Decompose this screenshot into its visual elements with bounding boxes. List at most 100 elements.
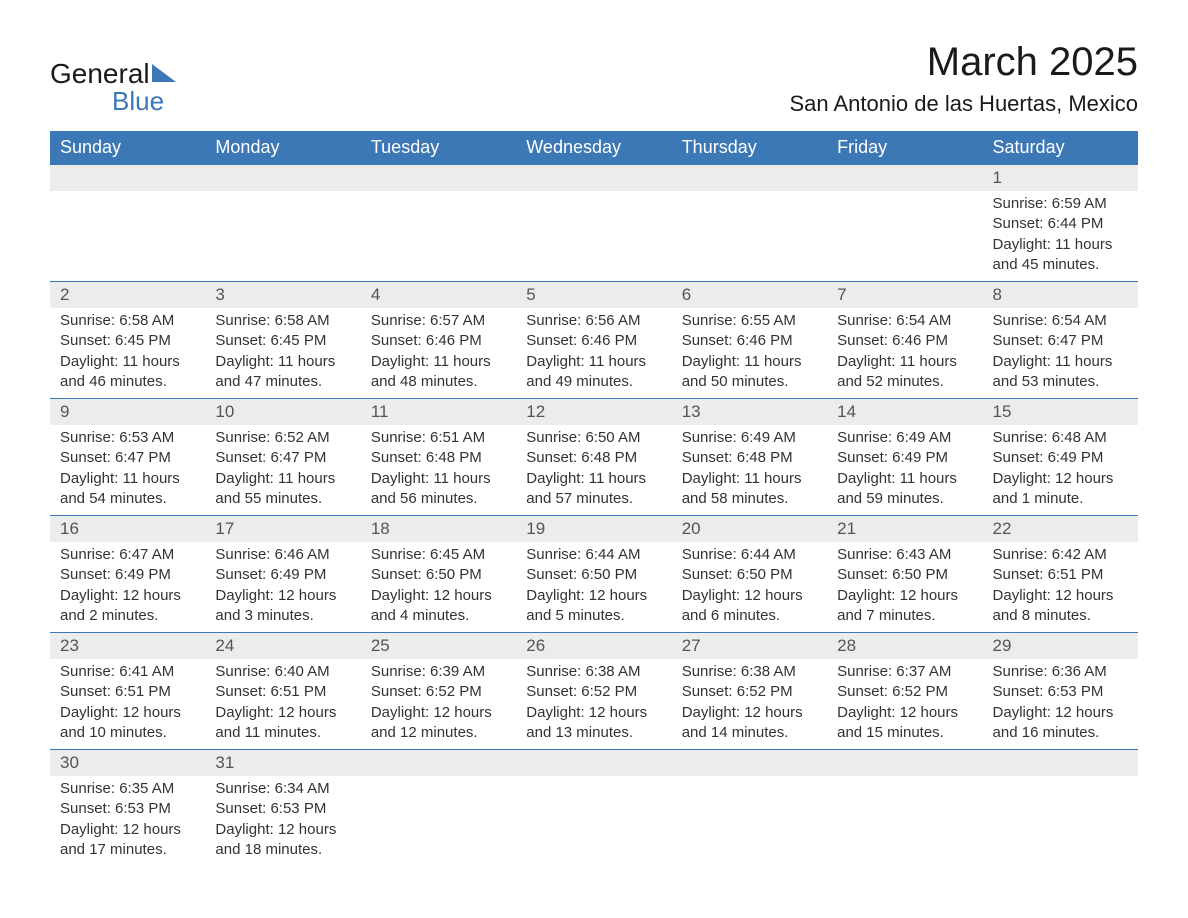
sunset-line: Sunset: 6:52 PM (371, 682, 506, 702)
day-data (361, 776, 516, 785)
calendar-cell: 6Sunrise: 6:55 AMSunset: 6:46 PMDaylight… (672, 282, 827, 399)
sunset-line: Sunset: 6:46 PM (371, 331, 506, 351)
daylight-line: Daylight: 12 hours and 2 minutes. (60, 586, 195, 627)
day-number: 26 (516, 633, 671, 659)
sunrise-line: Sunrise: 6:48 AM (993, 428, 1128, 448)
calendar-cell (516, 750, 671, 867)
daylight-line: Daylight: 12 hours and 12 minutes. (371, 703, 506, 744)
sunset-line: Sunset: 6:53 PM (60, 799, 195, 819)
calendar-cell: 24Sunrise: 6:40 AMSunset: 6:51 PMDayligh… (205, 633, 360, 750)
day-number: 2 (50, 282, 205, 308)
day-data: Sunrise: 6:51 AMSunset: 6:48 PMDaylight:… (361, 425, 516, 515)
day-data: Sunrise: 6:41 AMSunset: 6:51 PMDaylight:… (50, 659, 205, 749)
calendar-cell (827, 165, 982, 282)
sunrise-line: Sunrise: 6:41 AM (60, 662, 195, 682)
day-data: Sunrise: 6:40 AMSunset: 6:51 PMDaylight:… (205, 659, 360, 749)
day-number (672, 750, 827, 776)
sunrise-line: Sunrise: 6:58 AM (215, 311, 350, 331)
calendar-week: 23Sunrise: 6:41 AMSunset: 6:51 PMDayligh… (50, 633, 1138, 750)
column-header: Sunday (50, 131, 205, 165)
sunrise-line: Sunrise: 6:44 AM (526, 545, 661, 565)
day-data (205, 191, 360, 200)
sunrise-line: Sunrise: 6:51 AM (371, 428, 506, 448)
daylight-line: Daylight: 11 hours and 57 minutes. (526, 469, 661, 510)
day-number (361, 165, 516, 191)
sunrise-line: Sunrise: 6:34 AM (215, 779, 350, 799)
sunrise-line: Sunrise: 6:54 AM (837, 311, 972, 331)
column-header: Friday (827, 131, 982, 165)
day-number: 24 (205, 633, 360, 659)
sunset-line: Sunset: 6:46 PM (526, 331, 661, 351)
calendar-cell: 22Sunrise: 6:42 AMSunset: 6:51 PMDayligh… (983, 516, 1138, 633)
day-number: 11 (361, 399, 516, 425)
sunset-line: Sunset: 6:52 PM (526, 682, 661, 702)
daylight-line: Daylight: 12 hours and 1 minute. (993, 469, 1128, 510)
day-number: 5 (516, 282, 671, 308)
calendar-cell: 27Sunrise: 6:38 AMSunset: 6:52 PMDayligh… (672, 633, 827, 750)
daylight-line: Daylight: 11 hours and 47 minutes. (215, 352, 350, 393)
daylight-line: Daylight: 12 hours and 8 minutes. (993, 586, 1128, 627)
sunset-line: Sunset: 6:50 PM (682, 565, 817, 585)
calendar-week: 2Sunrise: 6:58 AMSunset: 6:45 PMDaylight… (50, 282, 1138, 399)
day-data: Sunrise: 6:53 AMSunset: 6:47 PMDaylight:… (50, 425, 205, 515)
sunrise-line: Sunrise: 6:55 AM (682, 311, 817, 331)
day-data (516, 776, 671, 785)
day-number: 15 (983, 399, 1138, 425)
calendar-week: 16Sunrise: 6:47 AMSunset: 6:49 PMDayligh… (50, 516, 1138, 633)
sunset-line: Sunset: 6:46 PM (682, 331, 817, 351)
day-data: Sunrise: 6:58 AMSunset: 6:45 PMDaylight:… (205, 308, 360, 398)
page-title: March 2025 (789, 40, 1138, 85)
sunrise-line: Sunrise: 6:54 AM (993, 311, 1128, 331)
day-data (672, 776, 827, 785)
day-data: Sunrise: 6:55 AMSunset: 6:46 PMDaylight:… (672, 308, 827, 398)
sunrise-line: Sunrise: 6:46 AM (215, 545, 350, 565)
calendar-cell: 17Sunrise: 6:46 AMSunset: 6:49 PMDayligh… (205, 516, 360, 633)
day-data: Sunrise: 6:46 AMSunset: 6:49 PMDaylight:… (205, 542, 360, 632)
day-number (361, 750, 516, 776)
day-data: Sunrise: 6:59 AMSunset: 6:44 PMDaylight:… (983, 191, 1138, 281)
daylight-line: Daylight: 12 hours and 18 minutes. (215, 820, 350, 861)
sunrise-line: Sunrise: 6:38 AM (682, 662, 817, 682)
sunset-line: Sunset: 6:53 PM (993, 682, 1128, 702)
sunset-line: Sunset: 6:48 PM (371, 448, 506, 468)
calendar-cell: 21Sunrise: 6:43 AMSunset: 6:50 PMDayligh… (827, 516, 982, 633)
sunrise-line: Sunrise: 6:53 AM (60, 428, 195, 448)
day-number: 18 (361, 516, 516, 542)
header-row: General Blue March 2025 San Antonio de l… (50, 40, 1138, 123)
day-number: 10 (205, 399, 360, 425)
daylight-line: Daylight: 12 hours and 10 minutes. (60, 703, 195, 744)
calendar-cell: 25 Sunrise: 6:39 AMSunset: 6:52 PMDayligh… (361, 633, 516, 750)
calendar-cell: 19Sunrise: 6:44 AMSunset: 6:50 PMDayligh… (516, 516, 671, 633)
day-number: 31 (205, 750, 360, 776)
calendar-cell: 15Sunrise: 6:48 AMSunset: 6:49 PMDayligh… (983, 399, 1138, 516)
day-number: 29 (983, 633, 1138, 659)
sunrise-line: Sunrise: 6:47 AM (60, 545, 195, 565)
daylight-line: Daylight: 12 hours and 3 minutes. (215, 586, 350, 627)
calendar-cell: 18Sunrise: 6:45 AMSunset: 6:50 PMDayligh… (361, 516, 516, 633)
column-header: Monday (205, 131, 360, 165)
day-number: 25 (361, 633, 516, 659)
sunrise-line: Sunrise: 6:50 AM (526, 428, 661, 448)
sunset-line: Sunset: 6:48 PM (526, 448, 661, 468)
calendar-cell (672, 750, 827, 867)
day-data: Sunrise: 6:42 AMSunset: 6:51 PMDaylight:… (983, 542, 1138, 632)
day-number (516, 165, 671, 191)
daylight-line: Daylight: 12 hours and 6 minutes. (682, 586, 817, 627)
day-number (827, 165, 982, 191)
sunrise-line: Sunrise: 6:57 AM (371, 311, 506, 331)
sunset-line: Sunset: 6:47 PM (215, 448, 350, 468)
calendar-week: 9Sunrise: 6:53 AMSunset: 6:47 PMDaylight… (50, 399, 1138, 516)
day-data: Sunrise: 6:58 AMSunset: 6:45 PMDaylight:… (50, 308, 205, 398)
calendar-cell (827, 750, 982, 867)
day-data (361, 191, 516, 200)
calendar-cell: 9Sunrise: 6:53 AMSunset: 6:47 PMDaylight… (50, 399, 205, 516)
sunrise-line: Sunrise: 6:49 AM (682, 428, 817, 448)
sunset-line: Sunset: 6:46 PM (837, 331, 972, 351)
sunset-line: Sunset: 6:53 PM (215, 799, 350, 819)
daylight-line: Daylight: 11 hours and 52 minutes. (837, 352, 972, 393)
logo-text-blue: Blue (112, 86, 164, 117)
calendar-cell: 3Sunrise: 6:58 AMSunset: 6:45 PMDaylight… (205, 282, 360, 399)
calendar-cell: 2Sunrise: 6:58 AMSunset: 6:45 PMDaylight… (50, 282, 205, 399)
sunrise-line: Sunrise: 6:39 AM (371, 662, 506, 682)
calendar-cell: 29Sunrise: 6:36 AMSunset: 6:53 PMDayligh… (983, 633, 1138, 750)
